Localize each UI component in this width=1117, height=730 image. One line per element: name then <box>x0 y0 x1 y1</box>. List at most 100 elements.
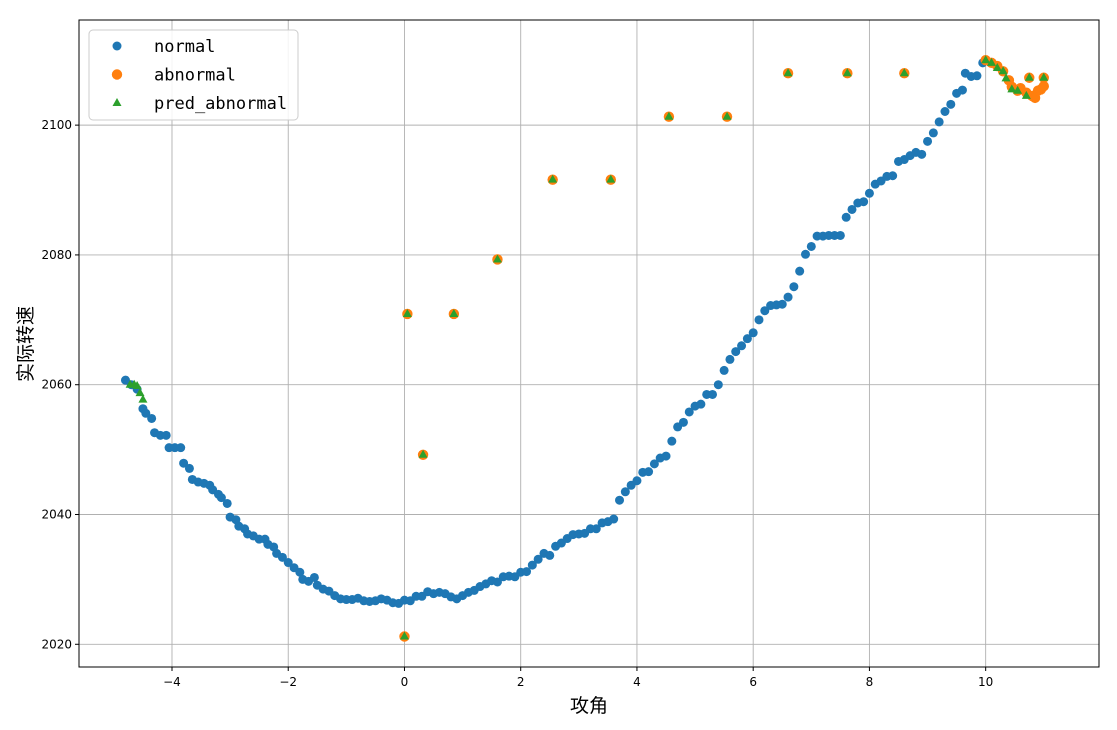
x-tick-label: −4 <box>163 675 181 689</box>
data-point <box>754 315 764 325</box>
data-point <box>888 171 898 181</box>
legend-label: normal <box>154 37 215 57</box>
data-point <box>731 347 741 357</box>
plot-area <box>79 20 1099 667</box>
data-point <box>216 493 226 503</box>
data-point <box>859 197 869 207</box>
data-point <box>748 328 758 338</box>
data-point <box>620 487 630 497</box>
data-point <box>1038 80 1049 92</box>
x-tick-label: 8 <box>866 675 874 689</box>
data-point <box>1013 85 1023 94</box>
y-tick-label: 2060 <box>41 378 72 392</box>
data-point <box>591 524 601 534</box>
data-point <box>615 495 625 505</box>
legend-marker <box>112 41 122 51</box>
legend-label: pred_abnormal <box>154 94 287 114</box>
data-point <box>696 399 706 409</box>
x-axis-ticks: −4 −2 0 2 4 6 8 10 <box>163 667 993 689</box>
data-point <box>1021 90 1031 99</box>
data-point <box>722 111 732 120</box>
data-point <box>449 308 459 317</box>
data-point <box>664 111 674 120</box>
data-point <box>548 174 558 183</box>
data-point <box>760 306 770 316</box>
data-point <box>934 117 944 127</box>
data-point <box>742 334 752 344</box>
data-point <box>847 204 857 214</box>
data-point <box>708 389 718 399</box>
x-tick-label: 2 <box>517 675 525 689</box>
data-point <box>492 254 502 263</box>
data-point <box>661 451 671 461</box>
legend-marker <box>112 98 122 106</box>
data-point <box>283 558 293 568</box>
data-point <box>418 449 428 458</box>
data-point <box>1039 72 1049 81</box>
data-point <box>986 57 996 66</box>
data-point <box>399 631 409 640</box>
data-point <box>649 459 659 469</box>
data-point <box>899 68 909 77</box>
data-point <box>917 149 927 159</box>
y-tick-label: 2040 <box>41 507 72 521</box>
data-point <box>783 68 793 77</box>
data-point <box>992 63 1002 72</box>
y-tick-label: 2100 <box>41 118 72 132</box>
data-point <box>533 554 543 564</box>
data-point <box>946 99 956 109</box>
x-tick-label: 4 <box>633 675 641 689</box>
data-point <box>606 174 616 183</box>
data-point <box>795 266 805 276</box>
legend-box <box>88 29 299 121</box>
data-point <box>998 66 1008 75</box>
x-tick-label: 10 <box>978 675 993 689</box>
data-point <box>132 381 142 390</box>
legend-label: abnormal <box>154 66 236 86</box>
data-point <box>545 550 555 560</box>
series-pred-abnormal <box>125 55 1049 640</box>
data-point <box>806 241 816 251</box>
data-points <box>120 55 1049 642</box>
data-point <box>161 430 171 440</box>
data-point <box>527 560 537 570</box>
y-axis-label: 实际转速 <box>15 306 37 382</box>
data-point <box>1007 84 1017 93</box>
data-point <box>1024 72 1034 81</box>
legend: normal abnormal pred_abnormal <box>88 29 299 121</box>
data-point <box>295 567 305 577</box>
data-point <box>147 413 157 423</box>
y-tick-label: 2080 <box>41 248 72 262</box>
data-point <box>277 552 287 562</box>
data-point <box>176 443 186 453</box>
data-point <box>402 308 412 317</box>
grid <box>79 20 1099 667</box>
data-point <box>737 341 747 351</box>
data-point <box>632 476 642 486</box>
data-point <box>138 394 148 403</box>
data-point <box>923 136 933 146</box>
data-point <box>644 467 654 477</box>
data-point <box>800 249 810 259</box>
data-point <box>184 463 194 473</box>
data-point <box>179 458 189 468</box>
data-point <box>725 354 735 364</box>
data-point <box>835 230 845 240</box>
legend-marker <box>111 69 123 80</box>
data-point <box>667 436 677 446</box>
data-point <box>1001 73 1011 82</box>
series-normal <box>120 58 988 608</box>
data-point <box>789 282 799 292</box>
data-point <box>719 365 729 375</box>
data-point <box>492 577 502 587</box>
data-point <box>842 68 852 77</box>
data-point <box>684 407 694 417</box>
data-point <box>609 514 619 524</box>
x-axis-label: 攻角 <box>570 695 608 717</box>
x-tick-label: 0 <box>401 675 409 689</box>
data-point <box>957 85 967 95</box>
data-point <box>678 417 688 427</box>
data-point <box>783 292 793 302</box>
x-tick-label: −2 <box>279 675 297 689</box>
